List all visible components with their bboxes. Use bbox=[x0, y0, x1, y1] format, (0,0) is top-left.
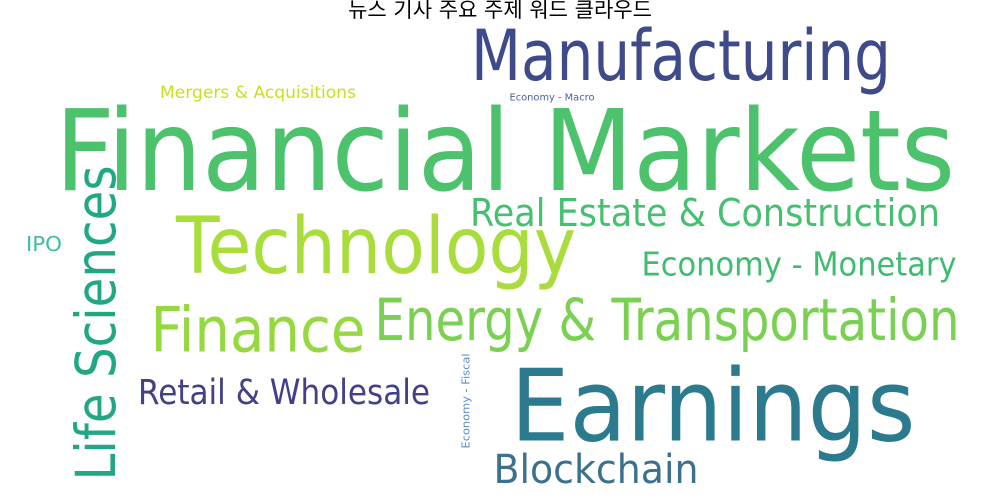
word-technology: Technology bbox=[175, 202, 576, 292]
word-real-estate-construction: Real Estate & Construction bbox=[470, 191, 940, 235]
word-economy-fiscal: Economy - Fiscal bbox=[460, 354, 473, 449]
word-economy-monetary: Economy - Monetary bbox=[642, 245, 957, 284]
word-ipo: IPO bbox=[26, 232, 62, 256]
word-energy-transportation: Energy & Transportation bbox=[375, 286, 960, 354]
word-finance: Finance bbox=[151, 294, 366, 367]
word-blockchain: Blockchain bbox=[494, 447, 699, 493]
word-life-sciences: Life Sciences bbox=[64, 166, 128, 481]
word-economy-macro: Economy - Macro bbox=[510, 93, 595, 104]
chart-title: 뉴스 기사 주요 주제 워드 클라우드 bbox=[348, 0, 652, 22]
word-earnings: Earnings bbox=[511, 348, 916, 465]
word-manufacturing: Manufacturing bbox=[471, 15, 891, 97]
word-financial-markets: Financial Markets bbox=[55, 87, 955, 217]
word-mergers-acquisitions: Mergers & Acquisitions bbox=[160, 83, 356, 103]
word-retail-wholesale: Retail & Wholesale bbox=[138, 373, 430, 413]
